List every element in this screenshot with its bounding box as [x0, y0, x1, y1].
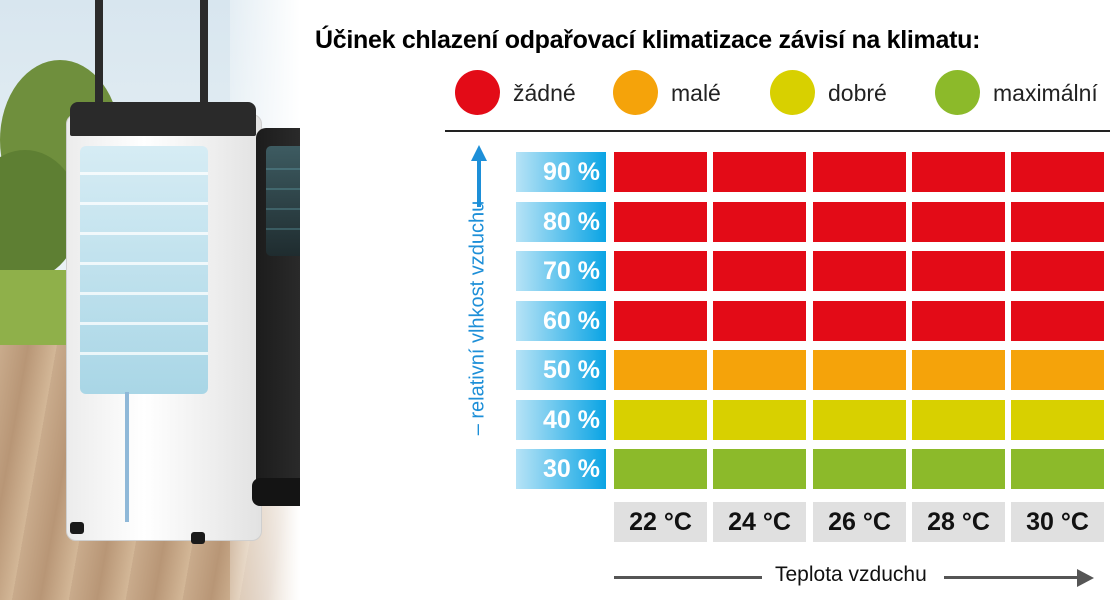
black-air-cooler [252, 128, 300, 506]
cooler-wheel [191, 532, 205, 544]
heatmap-cell [813, 350, 906, 390]
heatmap-cell [912, 152, 1005, 192]
cooler-control-panel [70, 102, 256, 136]
legend-swatch [613, 70, 658, 115]
heatmap-cell [1011, 301, 1104, 341]
heatmap-cell [614, 251, 707, 291]
y-tick-label: 90 % [516, 152, 606, 192]
product-photo [0, 0, 300, 600]
heatmap-cell [912, 449, 1005, 489]
heatmap-cell [813, 449, 906, 489]
x-tick-label: 22 °C [614, 502, 707, 542]
heatmap-cell [713, 301, 806, 341]
grille-slat [266, 208, 300, 210]
legend-swatch [935, 70, 980, 115]
grille-slat [80, 172, 208, 175]
heatmap-cell [614, 152, 707, 192]
grille-slat [266, 188, 300, 190]
water-level-gauge [125, 392, 129, 522]
cooler-grille [80, 146, 208, 394]
heatmap-cell [713, 251, 806, 291]
heatmap-cell [713, 152, 806, 192]
x-tick-label: 28 °C [912, 502, 1005, 542]
heatmap-cell [813, 202, 906, 242]
y-tick-label: 30 % [516, 449, 606, 489]
y-axis-arrow-line [477, 161, 481, 207]
x-axis-arrow-icon [1077, 569, 1094, 587]
legend-label: maximální [993, 80, 1098, 106]
y-tick-label: 70 % [516, 251, 606, 291]
grille-slat [266, 168, 300, 170]
y-axis-label-text: relativní vlhkost vzduchu [466, 200, 489, 419]
heatmap-cell [614, 202, 707, 242]
grille-slat [80, 262, 208, 265]
heatmap-cell [713, 350, 806, 390]
heatmap-cell [912, 301, 1005, 341]
cooler-grille [266, 146, 300, 256]
divider [445, 130, 1110, 132]
x-axis-label: Teplota vzduchu [775, 563, 927, 586]
legend-label: malé [671, 80, 721, 106]
y-axis-arrow-icon [471, 145, 487, 161]
heatmap-cell [1011, 350, 1104, 390]
heatmap-cell [614, 400, 707, 440]
heatmap-cell [614, 301, 707, 341]
grille-slat [80, 232, 208, 235]
grille-slat [80, 352, 208, 355]
x-tick-label: 30 °C [1011, 502, 1104, 542]
heatmap-cell [813, 152, 906, 192]
heatmap-cell [912, 251, 1005, 291]
heatmap-cell [614, 350, 707, 390]
heatmap-cell [713, 449, 806, 489]
chart-title: Účinek chlazení odpařovací klimatizace z… [315, 26, 981, 54]
heatmap-cell [912, 350, 1005, 390]
heatmap-cell [813, 301, 906, 341]
heatmap-cell [713, 400, 806, 440]
heatmap-cell [1011, 449, 1104, 489]
heatmap-cell [1011, 251, 1104, 291]
legend-label: žádné [513, 80, 576, 106]
grille-slat [80, 292, 208, 295]
x-axis-arrow-line [944, 576, 1077, 579]
y-tick-label: 40 % [516, 400, 606, 440]
y-tick-label: 60 % [516, 301, 606, 341]
heatmap-cell [813, 400, 906, 440]
grille-slat [266, 228, 300, 230]
heatmap-cell [713, 202, 806, 242]
grille-slat [80, 202, 208, 205]
heatmap-cell [1011, 400, 1104, 440]
y-tick-label: 80 % [516, 202, 606, 242]
y-axis-label: – relativní vlhkost vzduchu [466, 200, 489, 436]
white-air-cooler [66, 102, 262, 547]
x-axis-arrow-line [614, 576, 762, 579]
heatmap-cell [1011, 202, 1104, 242]
cooler-wheel [70, 522, 84, 534]
y-tick-label: 50 % [516, 350, 606, 390]
heatmap-cell [1011, 152, 1104, 192]
heatmap-cell [813, 251, 906, 291]
legend-swatch [770, 70, 815, 115]
grille-slat [80, 322, 208, 325]
heatmap-cell [912, 400, 1005, 440]
heatmap-cell [614, 449, 707, 489]
heatmap-cell [912, 202, 1005, 242]
legend-swatch [455, 70, 500, 115]
cooler-base [252, 478, 300, 506]
x-tick-label: 24 °C [713, 502, 806, 542]
x-tick-label: 26 °C [813, 502, 906, 542]
legend-label: dobré [828, 80, 887, 106]
